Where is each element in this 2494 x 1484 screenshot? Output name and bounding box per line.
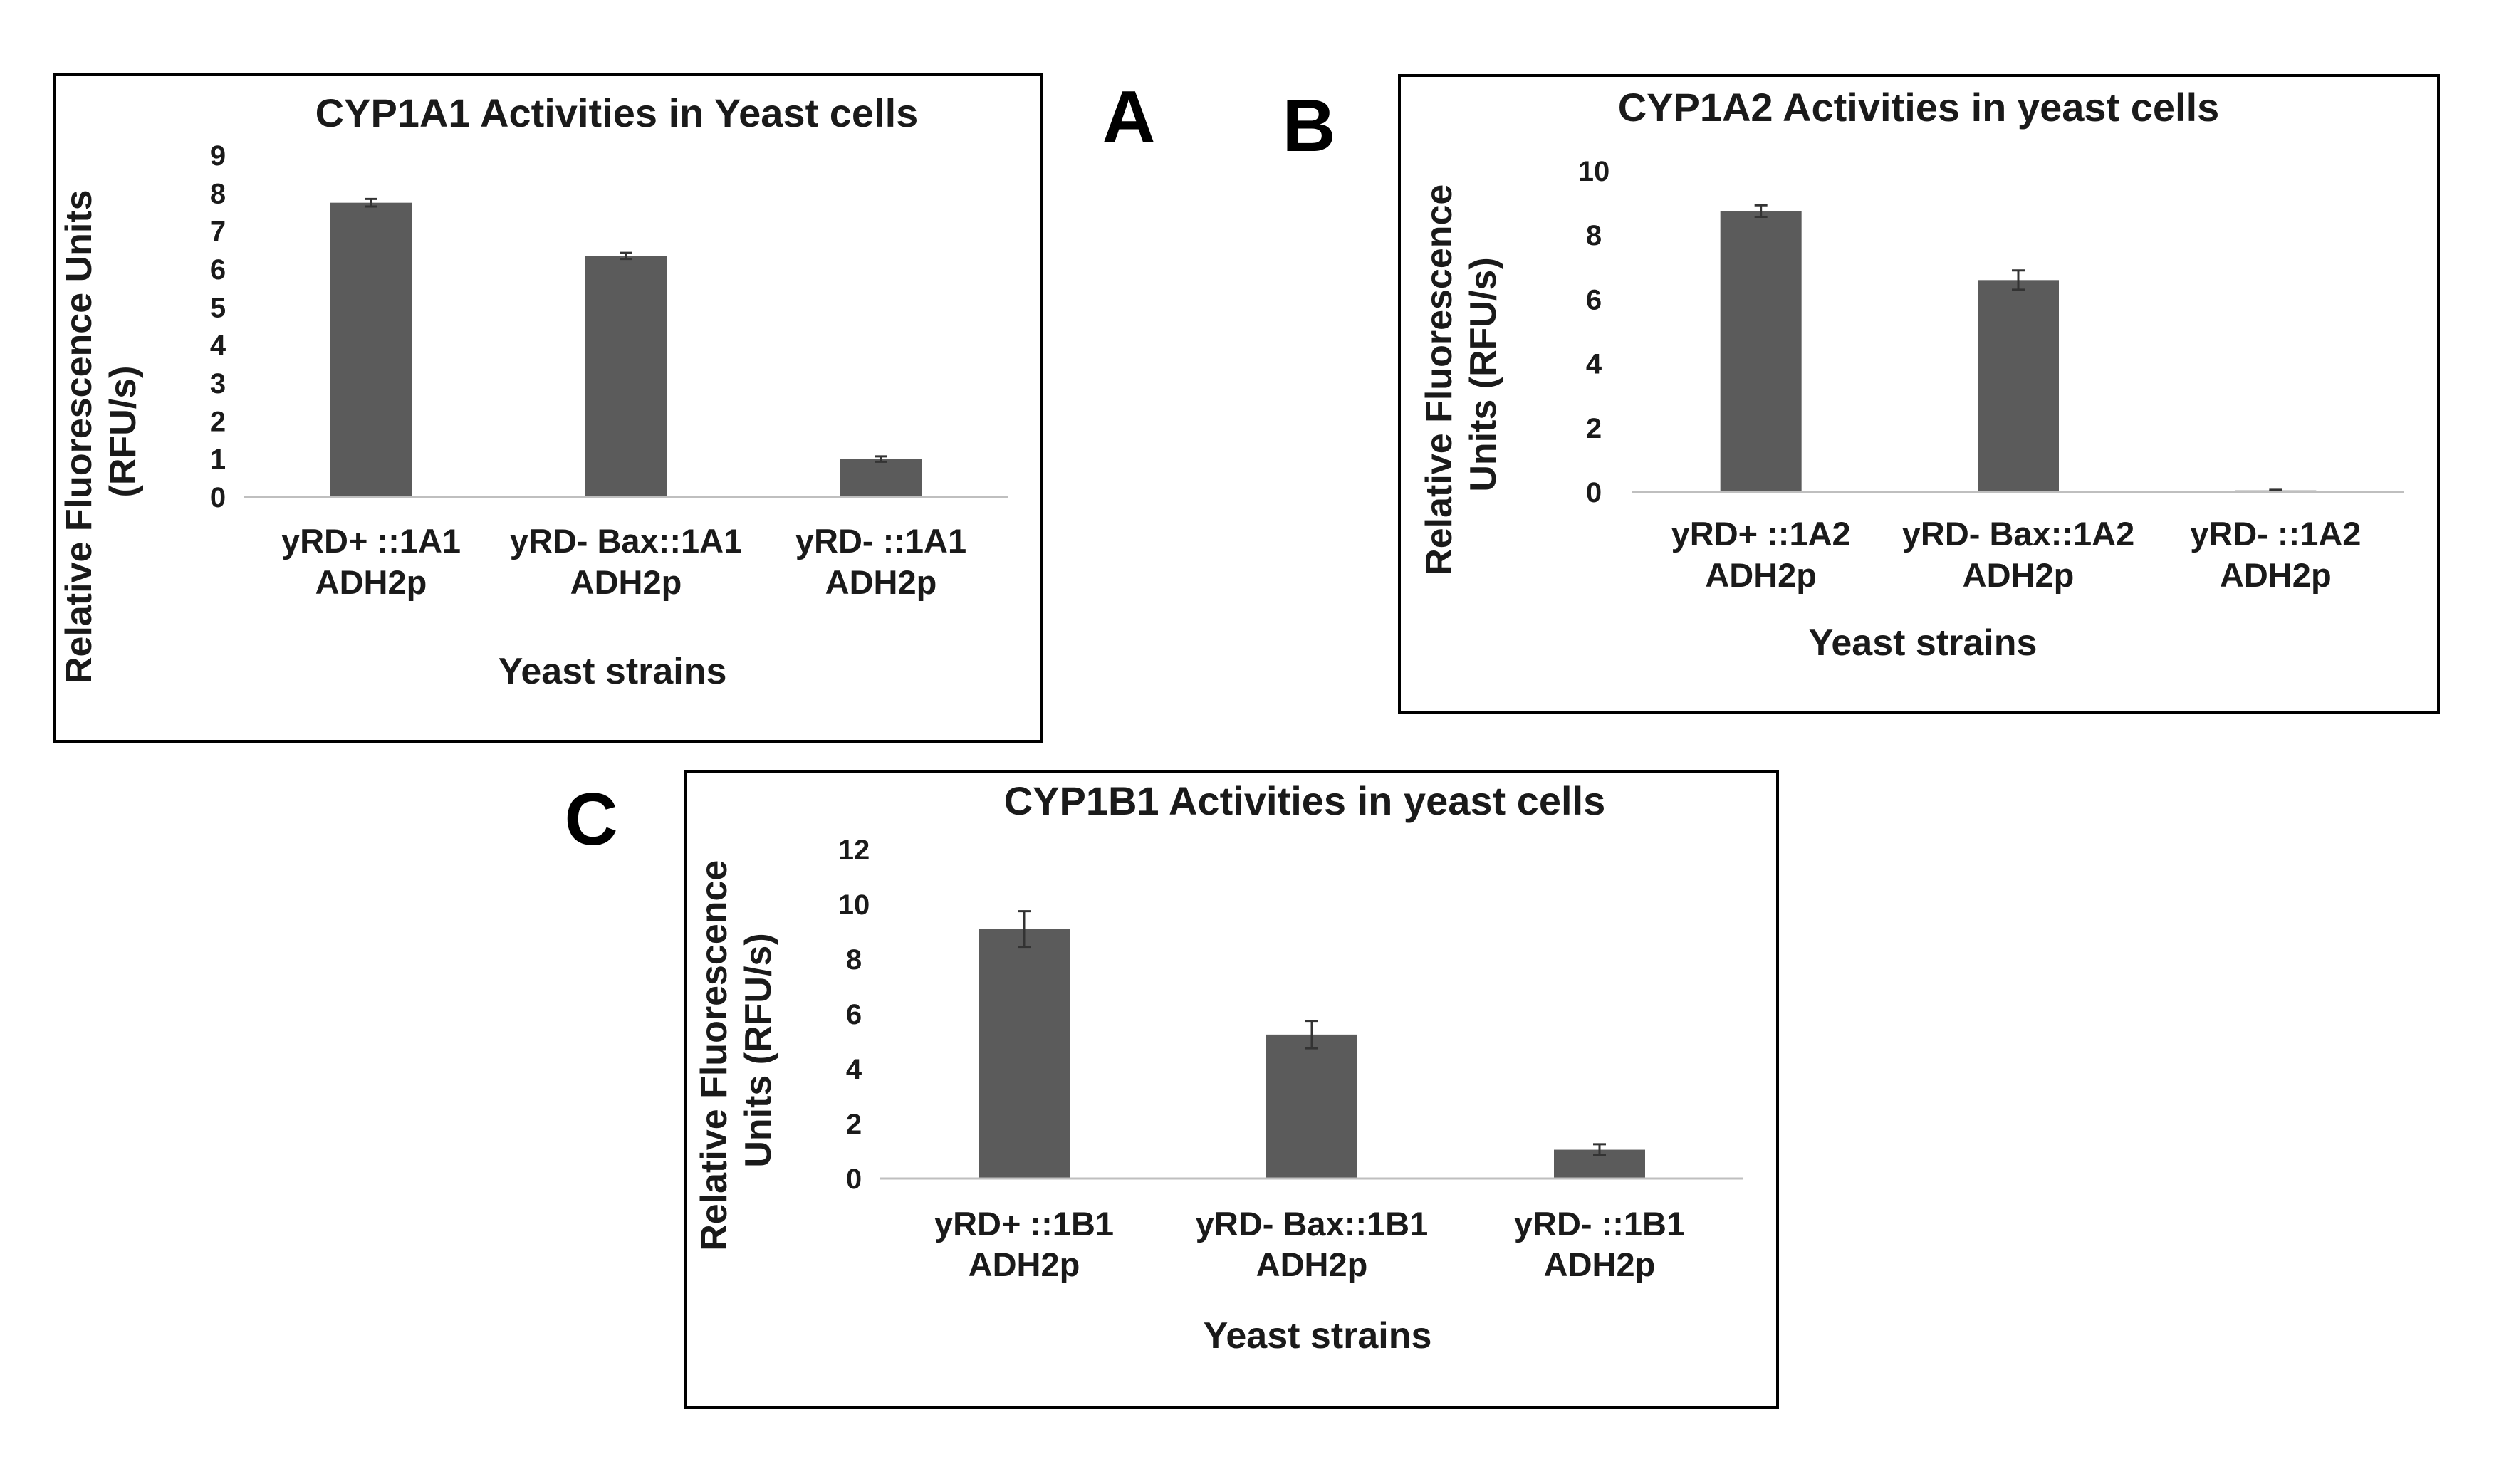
panel-label-b: B — [1282, 85, 1335, 167]
x-tick-label: yRD+ ::1B1 — [934, 1205, 1114, 1243]
error-bar — [1754, 204, 1768, 218]
y-tick-label: 8 — [210, 178, 226, 209]
bar — [585, 256, 667, 497]
panel-label-c: C — [564, 778, 617, 861]
bar — [1266, 1034, 1357, 1179]
y-tick-label: 4 — [846, 1054, 862, 1085]
error-bar — [365, 197, 377, 208]
error-bar — [620, 251, 632, 261]
panel-label-a: A — [1102, 76, 1155, 159]
x-tick-label: yRD- ::1A2 — [2190, 515, 2361, 553]
chart-cyp1b1: CYP1B1 Activities in yeast cells 0 2 4 6 8 10… — [684, 770, 1779, 1409]
error-bar — [1305, 1020, 1318, 1050]
y-tick-label: 7 — [210, 216, 226, 248]
y-axis-label: Relative Fluorescence Units (RFU/s) — [1419, 174, 1504, 575]
x-tick-label: yRD- ::1B1 — [1514, 1205, 1685, 1243]
x-tick-label: ADH2p — [1705, 556, 1817, 594]
error-bar — [2269, 488, 2282, 493]
chart-frame — [1398, 74, 2440, 714]
y-tick-label: 3 — [210, 368, 226, 399]
y-tick-label: 5 — [210, 292, 226, 323]
x-tick-label: ADH2p — [825, 563, 937, 601]
bar — [840, 459, 922, 497]
x-tick-label: yRD- ::1A1 — [795, 522, 966, 560]
error-bar — [1593, 1143, 1606, 1156]
chart-frame — [53, 73, 1043, 743]
chart-cyp1a2: CYP1A2 Activities in yeast cells 0 2 4 6 8 10… — [1398, 74, 2440, 714]
error-bar — [2012, 269, 2025, 291]
y-tick-label: 4 — [1586, 349, 1602, 380]
y-axis-label-line-2: (RFU/s) — [103, 366, 144, 498]
x-axis-label: Yeast strains — [1809, 622, 2038, 664]
bar — [979, 929, 1070, 1179]
y-tick-label: 8 — [846, 944, 862, 976]
x-tick-label: ADH2p — [1963, 556, 2075, 594]
y-tick-label: 6 — [846, 999, 862, 1030]
y-tick-label: 6 — [1586, 284, 1602, 315]
y-tick-label: 12 — [838, 835, 870, 866]
x-tick-label: ADH2p — [969, 1245, 1080, 1283]
bar — [1720, 211, 1802, 492]
y-axis-label: Relative Fluorescence Units (RFU/s) — [694, 850, 779, 1251]
y-tick-label: 2 — [1586, 413, 1602, 444]
y-axis-label-line-1: Relative Fluorescence Units — [58, 189, 100, 684]
y-axis-label-line-2: Units (RFU/s) — [1463, 257, 1504, 491]
x-tick-label: ADH2p — [1256, 1245, 1368, 1283]
y-tick-label: 1 — [210, 444, 226, 476]
x-tick-label: ADH2p — [1544, 1245, 1656, 1283]
y-tick-label: 8 — [1586, 220, 1602, 251]
x-tick-label: yRD- Bax::1B1 — [1196, 1205, 1428, 1243]
x-tick-label: ADH2p — [570, 563, 682, 601]
bar — [330, 202, 412, 497]
y-tick-label: 10 — [1578, 156, 1610, 187]
y-tick-label: 4 — [210, 330, 226, 362]
chart-title: CYP1A2 Activities in yeast cells — [1618, 85, 2220, 130]
x-tick-label: ADH2p — [315, 563, 427, 601]
x-tick-label: yRD- Bax::1A1 — [510, 522, 742, 560]
y-tick-label: 2 — [210, 406, 226, 437]
x-tick-label: ADH2p — [2220, 556, 2332, 594]
y-axis-label: Relative Fluorescence Units (RFU/s) — [58, 179, 144, 684]
error-bar — [1018, 910, 1031, 949]
y-tick-label: 9 — [210, 140, 226, 172]
y-tick-label: 2 — [846, 1109, 862, 1140]
y-tick-label: 6 — [210, 254, 226, 286]
y-tick-label: 10 — [838, 889, 870, 921]
x-axis-label: Yeast strains — [499, 651, 727, 692]
x-tick-label: yRD- Bax::1A2 — [1902, 515, 2134, 553]
y-tick-label: 0 — [846, 1164, 862, 1195]
y-axis-label-line-2: Units (RFU/s) — [738, 933, 779, 1167]
chart-title: CYP1B1 Activities in yeast cells — [1004, 778, 1606, 823]
y-tick-label: 0 — [210, 482, 226, 513]
y-axis-label-line-1: Relative Fluorescence — [694, 860, 735, 1251]
chart-title: CYP1A1 Activities in Yeast cells — [315, 90, 919, 135]
bar — [1978, 280, 2059, 492]
error-bar — [875, 455, 887, 463]
x-tick-label: yRD+ ::1A1 — [281, 522, 461, 560]
chart-frame — [684, 770, 1779, 1409]
x-tick-label: yRD+ ::1A2 — [1671, 515, 1851, 553]
x-axis-label: Yeast strains — [1204, 1315, 1432, 1357]
y-tick-label: 0 — [1586, 477, 1602, 508]
y-axis-label-line-1: Relative Fluorescence — [1419, 184, 1460, 575]
chart-cyp1a1: CYP1A1 Activities in Yeast cells 0 1 2 3 4 5 6… — [53, 73, 1043, 743]
